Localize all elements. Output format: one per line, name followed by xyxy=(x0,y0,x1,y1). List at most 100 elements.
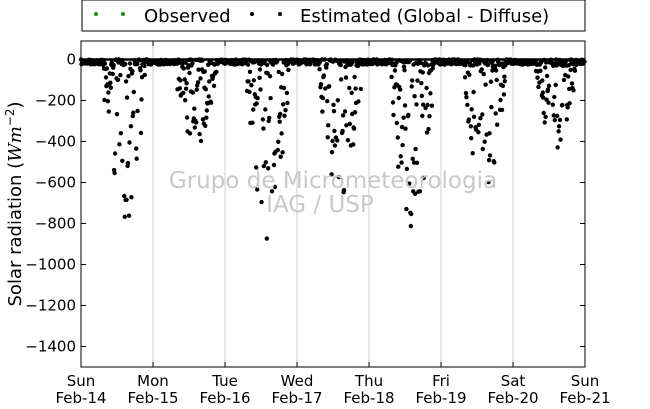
estimated-point xyxy=(324,61,329,67)
estimated-point xyxy=(406,112,411,118)
estimated-point xyxy=(325,98,330,104)
estimated-point xyxy=(351,126,357,131)
estimated-point xyxy=(246,79,251,84)
estimated-point xyxy=(204,115,209,120)
estimated-point xyxy=(318,82,324,87)
estimated-point xyxy=(131,89,136,95)
estimated-point xyxy=(561,77,567,83)
estimated-point xyxy=(541,110,546,116)
estimated-point xyxy=(471,63,476,68)
estimated-point xyxy=(321,73,327,78)
estimated-point xyxy=(332,128,337,134)
estimated-point xyxy=(280,150,285,155)
estimated-point xyxy=(462,75,468,80)
estimated-point xyxy=(275,147,280,153)
estimated-point xyxy=(190,61,195,66)
y-axis-label: Solar radiation (Wm−2) xyxy=(3,101,26,306)
estimated-point xyxy=(335,138,340,143)
estimated-point xyxy=(329,150,335,155)
estimated-point xyxy=(480,112,485,117)
estimated-point xyxy=(489,104,494,110)
estimated-point xyxy=(555,113,560,119)
estimated-point xyxy=(270,62,276,67)
estimated-point xyxy=(279,131,284,136)
x-tick-label-date: Feb-18 xyxy=(343,389,394,407)
estimated-point xyxy=(564,117,569,122)
estimated-point xyxy=(269,189,275,194)
plot-frame xyxy=(80,40,586,368)
estimated-point xyxy=(272,184,278,190)
estimated-point xyxy=(178,78,183,83)
estimated-point xyxy=(546,83,552,89)
x-tick-label-date: Feb-14 xyxy=(55,389,106,407)
estimated-point xyxy=(493,111,498,116)
estimated-point xyxy=(261,126,266,131)
estimated-point xyxy=(286,67,291,73)
estimated-point xyxy=(487,153,493,158)
estimated-point xyxy=(402,68,407,73)
y-axis-label-exponent: −2 xyxy=(3,109,17,127)
estimated-point xyxy=(398,154,403,159)
estimated-point xyxy=(336,174,341,180)
estimated-point xyxy=(127,140,132,145)
estimated-point xyxy=(498,97,503,103)
estimated-point xyxy=(277,119,282,124)
estimated-point xyxy=(110,71,115,77)
estimated-point xyxy=(552,117,557,123)
estimated-point xyxy=(108,80,113,85)
estimated-point xyxy=(324,65,329,70)
estimated-point xyxy=(258,87,263,92)
estimated-point xyxy=(125,160,131,166)
estimated-point xyxy=(283,108,288,113)
estimated-point xyxy=(409,211,414,217)
estimated-point xyxy=(485,62,491,67)
estimated-point xyxy=(278,154,283,159)
estimated-point xyxy=(470,151,475,156)
grid-lines xyxy=(152,41,514,367)
estimated-point xyxy=(487,131,492,136)
estimated-point xyxy=(190,90,195,95)
estimated-point xyxy=(135,108,140,114)
x-tick-label-date: Feb-19 xyxy=(415,389,466,407)
estimated-point xyxy=(421,175,426,181)
estimated-point xyxy=(200,117,206,122)
estimated-point xyxy=(340,128,345,134)
estimated-point xyxy=(494,68,499,73)
estimated-point xyxy=(343,75,349,80)
estimated-point xyxy=(265,71,270,76)
estimated-point xyxy=(247,69,253,75)
estimated-point xyxy=(543,65,548,70)
estimated-point xyxy=(536,84,541,90)
estimated-point xyxy=(341,187,347,193)
estimated-point xyxy=(255,95,260,101)
estimated-point xyxy=(285,100,290,106)
estimated-point xyxy=(130,113,135,119)
estimated-point xyxy=(177,86,183,91)
estimated-point xyxy=(183,60,188,65)
estimated-point xyxy=(560,102,565,108)
estimated-point xyxy=(476,122,482,128)
estimated-point xyxy=(546,100,551,105)
estimated-point xyxy=(335,98,340,103)
estimated-point xyxy=(117,142,122,147)
estimated-point xyxy=(142,63,147,69)
estimated-point xyxy=(478,116,483,121)
estimated-point xyxy=(402,103,408,108)
estimated-point xyxy=(556,129,561,134)
estimated-point xyxy=(558,137,563,142)
estimated-point xyxy=(499,107,505,113)
estimated-point xyxy=(184,81,189,86)
estimated-point xyxy=(331,109,337,114)
estimated-point xyxy=(129,195,134,200)
estimated-point xyxy=(340,113,346,118)
estimated-point xyxy=(482,139,487,144)
estimated-point xyxy=(401,64,407,69)
estimated-point xyxy=(276,69,281,75)
estimated-point xyxy=(471,114,477,120)
estimated-point xyxy=(245,62,251,67)
estimated-point xyxy=(126,74,131,79)
estimated-point xyxy=(492,160,497,165)
estimated-point xyxy=(128,124,134,129)
estimated-point xyxy=(481,71,486,77)
estimated-point xyxy=(203,123,208,128)
